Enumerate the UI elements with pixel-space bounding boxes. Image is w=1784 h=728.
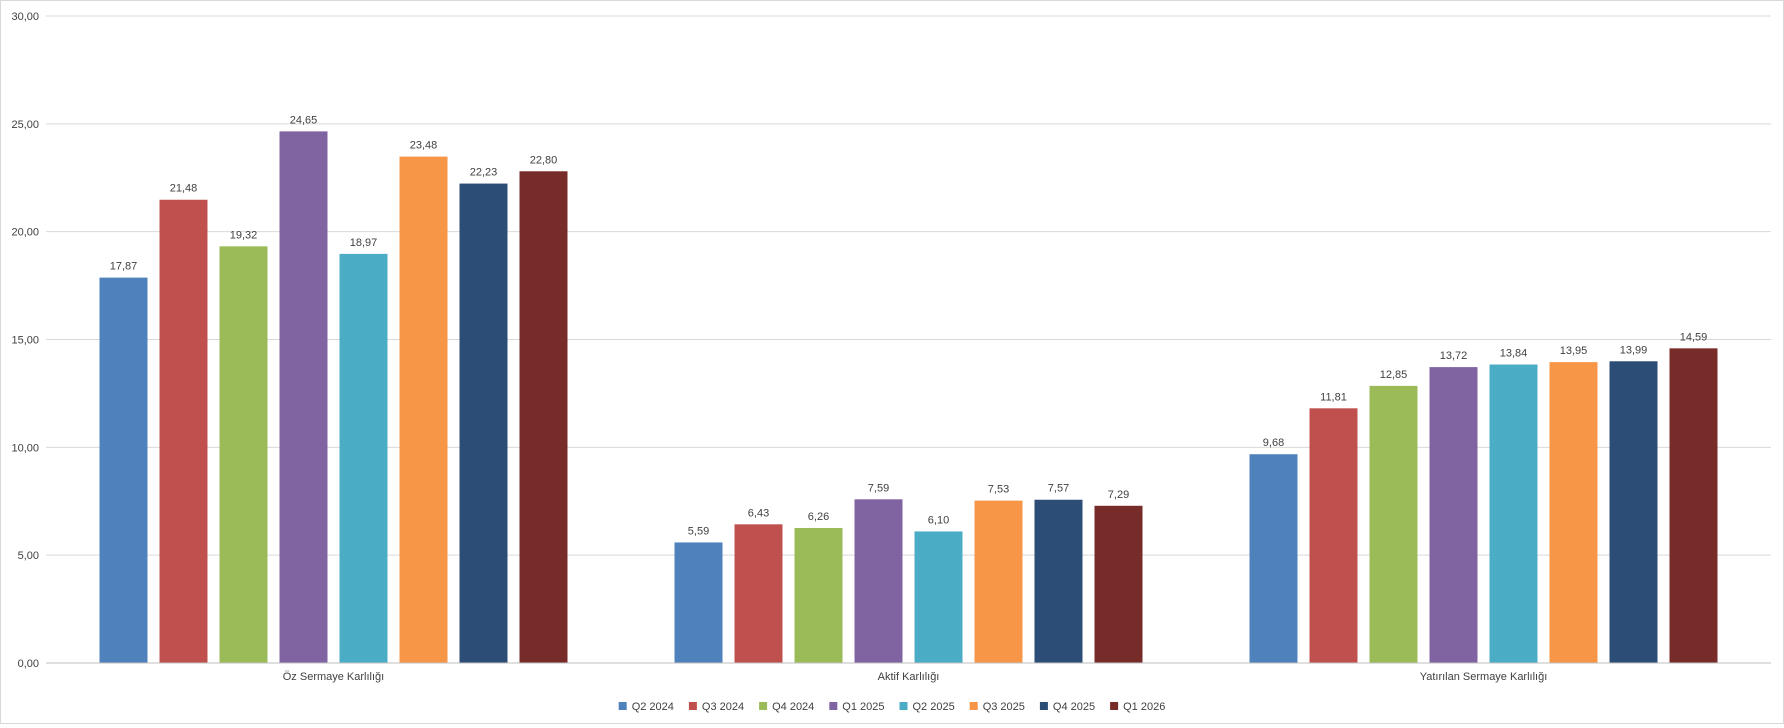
data-label: 18,97: [350, 237, 378, 249]
gridlines: [46, 15, 1771, 556]
bar-q1-2026-cat-0: [519, 171, 568, 663]
data-label: 7,53: [988, 484, 1009, 496]
data-label: 6,26: [808, 511, 829, 523]
x-axis-category-labels: Öz Sermaye Karlılığı Aktif Karlılığı Yatır…: [283, 671, 1548, 683]
data-label: 12,85: [1380, 369, 1408, 381]
y-tick-label: 15,00: [11, 335, 39, 347]
data-label: 17,87: [110, 261, 138, 273]
data-label: 13,72: [1440, 350, 1468, 362]
bar-q4-2024-cat-1: [794, 527, 843, 663]
y-axis-tick-labels: 0,00 5,00 10,00 15,00 20,00 25,00 30,00: [11, 11, 39, 670]
data-label: 22,80: [530, 154, 558, 166]
data-label: 14,59: [1680, 331, 1708, 343]
data-labels: 17,87 21,48 19,32 24,65 18,97 23,48 22,23 22,80…: [110, 114, 1708, 537]
y-tick-label: 0,00: [18, 658, 39, 670]
bar-q1-2025-cat-2: [1429, 367, 1478, 663]
legend-swatch: [1039, 702, 1048, 710]
legend-item-q4-2025: Q4 2025: [1039, 701, 1095, 713]
data-label: 5,59: [688, 525, 709, 537]
data-label: 6,43: [748, 507, 769, 519]
bars: [99, 131, 1718, 664]
legend-label: Q4 2024: [772, 701, 814, 713]
y-tick-label: 10,00: [11, 442, 39, 454]
bar-q1-2026-cat-2: [1669, 348, 1718, 663]
legend-label: Q1 2026: [1123, 701, 1165, 713]
bar-q3-2024-cat-1: [734, 524, 783, 663]
legend-swatch: [1110, 702, 1119, 710]
bar-q3-2025-cat-2: [1549, 362, 1598, 663]
bar-q2-2024-cat-1: [674, 542, 723, 663]
bar-q1-2026-cat-1: [1094, 505, 1143, 663]
bar-q4-2025-cat-0: [459, 183, 508, 663]
data-label: 13,84: [1500, 348, 1528, 360]
data-label: 7,59: [868, 482, 889, 494]
bar-q2-2025-cat-0: [339, 253, 388, 663]
data-label: 9,68: [1263, 437, 1284, 449]
legend-item-q3-2024: Q3 2024: [688, 701, 744, 713]
legend-swatch: [618, 702, 627, 710]
legend-swatch: [899, 702, 908, 710]
legend-label: Q3 2025: [983, 701, 1025, 713]
bar-q4-2025-cat-1: [1034, 499, 1083, 663]
bar-q4-2025-cat-2: [1609, 361, 1658, 663]
data-label: 22,23: [470, 167, 498, 179]
bar-q4-2024-cat-0: [219, 246, 268, 663]
legend-swatch: [829, 702, 838, 710]
legend: Q2 2024 Q3 2024 Q4 2024 Q1 2025 Q2 2025 Q3 20…: [618, 701, 1165, 713]
bar-q1-2025-cat-0: [279, 131, 328, 664]
legend-item-q4-2024: Q4 2024: [759, 701, 814, 713]
y-tick-label: 20,00: [11, 227, 39, 239]
data-label: 11,81: [1320, 391, 1347, 403]
legend-swatch: [688, 702, 697, 710]
data-label: 6,10: [928, 514, 949, 526]
legend-item-q1-2026: Q1 2026: [1110, 701, 1165, 713]
bar-q2-2024-cat-2: [1249, 454, 1298, 663]
legend-swatch: [969, 702, 978, 710]
data-label: 13,99: [1620, 344, 1648, 356]
legend-item-q1-2025: Q1 2025: [829, 701, 885, 713]
data-label: 7,57: [1048, 483, 1069, 495]
data-label: 13,95: [1560, 345, 1588, 357]
y-tick-label: 25,00: [11, 119, 39, 131]
bar-q3-2024-cat-2: [1309, 408, 1358, 663]
bar-q2-2025-cat-1: [914, 531, 963, 663]
legend-label: Q3 2024: [702, 701, 744, 713]
bar-q3-2025-cat-0: [399, 156, 448, 663]
data-label: 23,48: [410, 140, 438, 152]
data-label: 19,32: [230, 229, 258, 241]
x-category-label: Aktif Karlılığı: [878, 671, 940, 683]
legend-label: Q1 2025: [842, 701, 884, 713]
data-label: 21,48: [170, 183, 198, 195]
bar-q2-2024-cat-0: [99, 277, 148, 663]
legend-swatch: [759, 702, 768, 710]
bar-q3-2025-cat-1: [974, 500, 1023, 663]
data-label: 7,29: [1108, 489, 1129, 501]
legend-label: Q4 2025: [1053, 701, 1095, 713]
legend-item-q2-2024: Q2 2024: [618, 701, 674, 713]
legend-label: Q2 2024: [632, 701, 674, 713]
bar-q4-2024-cat-2: [1369, 385, 1418, 663]
legend-item-q2-2025: Q2 2025: [899, 701, 955, 713]
bar-q3-2024-cat-0: [159, 199, 208, 664]
bar-q2-2025-cat-2: [1489, 364, 1538, 663]
y-tick-label: 30,00: [11, 11, 39, 23]
legend-item-q3-2025: Q3 2025: [969, 701, 1025, 713]
x-category-label: Öz Sermaye Karlılığı: [283, 671, 384, 683]
x-category-label: Yatırılan Sermaye Karlılığı: [1420, 671, 1548, 683]
data-label: 24,65: [290, 114, 318, 126]
y-tick-label: 5,00: [18, 550, 39, 562]
bar-q1-2025-cat-1: [854, 499, 903, 663]
legend-label: Q2 2025: [913, 701, 955, 713]
